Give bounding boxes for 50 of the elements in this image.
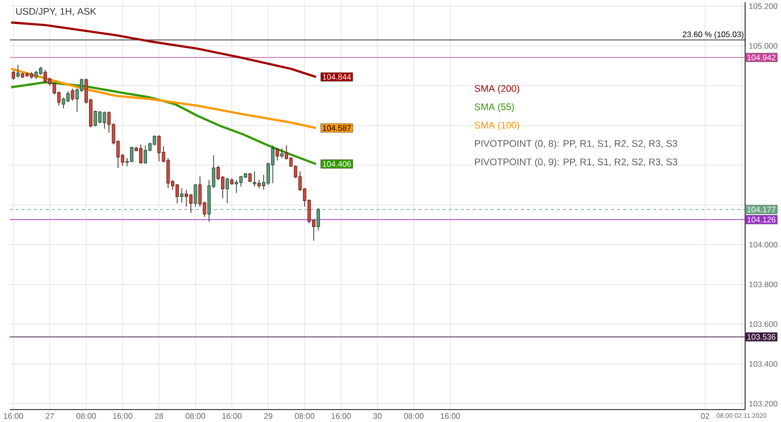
line-series: [10, 68, 318, 130]
candlestick: [280, 148, 284, 158]
y-tick-label: 103.800: [749, 281, 778, 288]
annotation: PIVOTPOINT (0, 8): PP, R1, S1, R2, S2, R3, S3: [475, 140, 678, 149]
ref-line-label: 104.177: [747, 206, 776, 212]
y-tick-label: 103.200: [749, 400, 778, 406]
candlestick: [226, 178, 229, 204]
data-label: 104.406: [322, 161, 351, 167]
x-tick-label: 02: [700, 413, 710, 419]
y-tick-label: 105.200: [749, 3, 778, 9]
candlestick: [234, 179, 238, 194]
ref-line-label: 103.536: [747, 334, 776, 340]
text: SMA (55): [474, 103, 514, 112]
x-tick-label: 08:00: [76, 413, 96, 419]
x-tick-label: 08:00: [186, 413, 206, 419]
candlestick: [180, 188, 184, 204]
text: USD/JPY, 1H, ASK: [16, 8, 96, 16]
line-series: [10, 21, 318, 78]
data-label: 104.587: [322, 125, 351, 131]
candlestick: [252, 170, 256, 187]
x-tick-label: 08:00: [294, 413, 314, 419]
x-tick-label: 27: [46, 413, 54, 419]
candlestick: [276, 148, 279, 161]
ref-line-label: 104.942: [747, 54, 776, 60]
text: SMA (200): [474, 84, 520, 94]
y-tick-label: 103.400: [749, 360, 778, 367]
data-label: 104.844: [322, 74, 352, 80]
y-tick-label: 103.600: [749, 321, 778, 327]
x-tick-label: 29: [264, 413, 272, 419]
candlestick: [70, 88, 74, 101]
x-tick-label: 16:00: [113, 413, 132, 419]
annotation: PIVOTPOINT (0, 9): PP, R1, S1, R2, S2, R3, S3: [475, 158, 678, 167]
candlestick: [16, 64, 20, 78]
x-tick-label: 16:00: [222, 413, 242, 419]
candlestick: [316, 207, 320, 231]
x-tick-label: 08:00: [404, 413, 424, 419]
candlestick: [62, 97, 66, 109]
x-tick-label: 30: [373, 413, 382, 419]
x-tick-label: 16:00: [332, 413, 351, 419]
candlestick: [66, 91, 70, 103]
y-tick-label: 104.000: [749, 242, 778, 248]
candlestick: [194, 184, 198, 208]
candlestick: [144, 145, 148, 164]
y-tick-label: 105.000: [749, 42, 778, 49]
x-tick-label: 28: [154, 413, 164, 419]
ref-line-label: 23.60 % (105.03): [682, 31, 744, 39]
ref-line-label: 104.126: [747, 216, 776, 222]
x-tick-label: 16:00: [440, 413, 460, 419]
x-tick-label: 16:00: [4, 413, 24, 419]
text: SMA (100): [474, 121, 520, 130]
